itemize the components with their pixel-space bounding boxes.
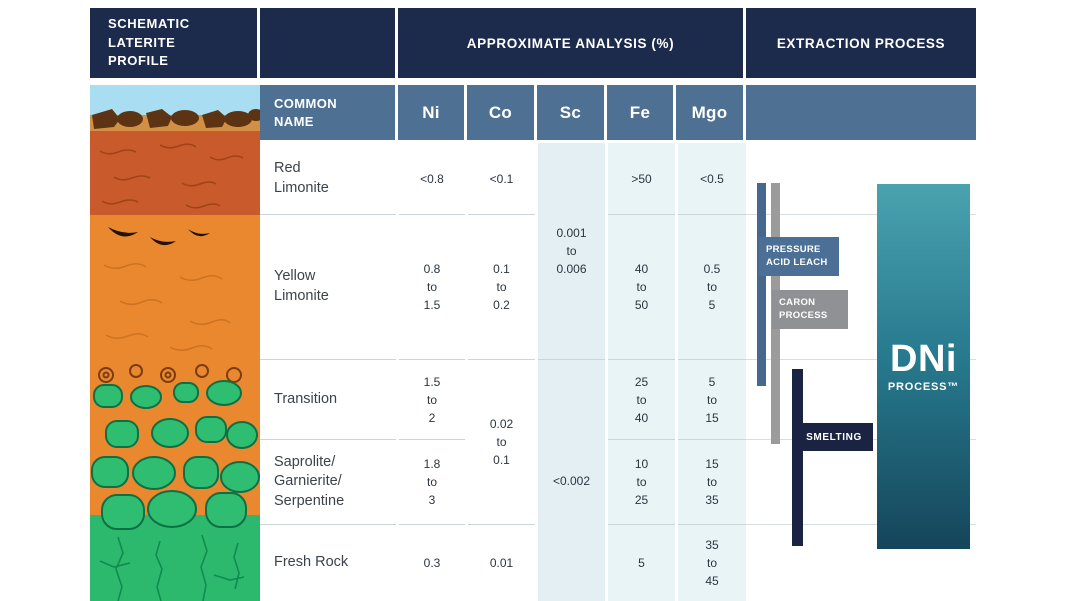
row-divider [746,524,976,525]
cell-yellow-limonite-fe: 40 to 50 [608,215,675,360]
analysis-header: APPROXIMATE ANALYSIS (%) [398,8,746,78]
analysis-header-label: APPROXIMATE ANALYSIS (%) [466,35,675,51]
caron-process-label: CARON PROCESS [772,290,848,329]
cell-limonites-sc-merged: 0.001 to 0.006 [538,143,605,360]
column-header-extraction-spacer [746,85,976,140]
cell-transition-fe: 25 to 40 [608,360,675,440]
pressure-acid-leach-range-bar [757,183,766,386]
smelting-range-bar [792,369,803,546]
column-header-ni: Ni [398,85,467,140]
header-spacer [260,8,398,78]
cell-fresh-rock-mgo: 35 to 45 [678,525,746,601]
row-name-red-limonite: Red Limonite [260,143,396,215]
extraction-header: EXTRACTION PROCESS [746,8,976,78]
top-header: SCHEMATIC LATERITE PROFILE APPROXIMATE A… [90,8,976,78]
dni-logo: DNi [890,338,957,380]
cell-transition-ni: 1.5 to 2 [399,360,465,440]
cell-lower-sc-merged: <0.002 [538,360,605,601]
cell-red-limonite-ni: <0.8 [399,143,465,215]
row-name-transition: Transition [260,360,396,440]
dni-process-bar: DNi PROCESS™ [877,184,970,549]
row-name-fresh-rock: Fresh Rock [260,525,396,601]
laterite-profile-illustration [90,85,264,601]
column-header-common-name: COMMON NAME [260,85,398,140]
column-header-fe: Fe [607,85,676,140]
column-header-mgo: Mgo [676,85,746,140]
cell-saprolite-mgo: 15 to 35 [678,440,746,525]
cell-saprolite-ni: 1.8 to 3 [399,440,465,525]
row-divider [746,359,976,360]
extraction-header-label: EXTRACTION PROCESS [776,35,946,51]
smelting-label: SMELTING [795,423,873,451]
profile-header-label: SCHEMATIC LATERITE PROFILE [108,15,190,69]
cell-red-limonite-fe: >50 [608,143,675,215]
analysis-table: Red Limonite <0.8 <0.1 0.001 to 0.006 >5… [260,143,746,601]
cell-yellow-limonite-ni: 0.8 to 1.5 [399,215,465,360]
row-name-yellow-limonite: Yellow Limonite [260,215,396,360]
profile-header: SCHEMATIC LATERITE PROFILE [90,8,260,78]
column-header-row: COMMON NAME Ni Co Sc Fe Mgo [260,85,976,140]
pressure-acid-leach-label: PRESSURE ACID LEACH [759,237,839,276]
cell-yellow-limonite-mgo: 0.5 to 5 [678,215,746,360]
cell-fresh-rock-fe: 5 [608,525,675,601]
cell-transition-saprolite-co-merged: 0.02 to 0.1 [468,360,535,525]
cell-saprolite-fe: 10 to 25 [608,440,675,525]
column-header-sc: Sc [537,85,607,140]
cell-red-limonite-mgo: <0.5 [678,143,746,215]
cell-yellow-limonite-co: 0.1 to 0.2 [468,215,535,360]
soil-layers-drawing [90,85,264,601]
cell-transition-mgo: 5 to 15 [678,360,746,440]
cell-red-limonite-co: <0.1 [468,143,535,215]
row-name-saprolite: Saprolite/ Garnierite/ Serpentine [260,440,396,525]
cell-fresh-rock-co: 0.01 [468,525,535,601]
cell-fresh-rock-ni: 0.3 [399,525,465,601]
row-divider [746,214,976,215]
dni-process-label: PROCESS™ [887,381,960,393]
column-header-co: Co [467,85,537,140]
extraction-process-diagram: PRESSURE ACID LEACH CARON PROCESS SMELTI… [746,143,976,601]
